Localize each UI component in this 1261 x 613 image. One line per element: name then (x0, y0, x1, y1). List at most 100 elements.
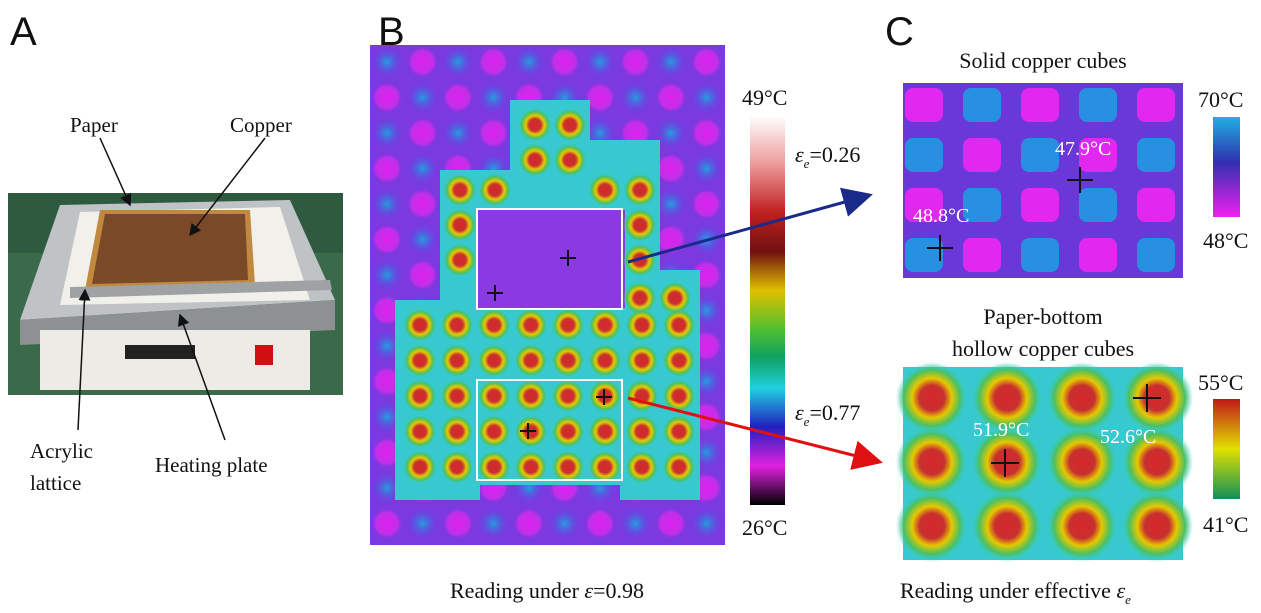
text: Reading under (450, 578, 584, 603)
subtitle: hollow copper cubes (952, 336, 1134, 361)
cell (407, 259, 439, 291)
cell (691, 46, 723, 78)
colorbar (750, 115, 785, 505)
cell (371, 188, 403, 220)
cell (1079, 238, 1117, 272)
reading: εe=0.77 (795, 400, 860, 429)
cell (407, 117, 439, 149)
figure-canvas: 47.9°C48.8°C 51.9°C52.6°C A B C Paper Co… (0, 0, 1261, 613)
cell (407, 82, 439, 114)
cell (478, 46, 510, 78)
hot-spot (477, 344, 511, 378)
subtitle: Solid copper cubes (959, 48, 1126, 73)
hot-spot (478, 173, 512, 207)
hot-spot (625, 308, 659, 342)
symbol: ε (584, 578, 593, 603)
hot-spot (625, 379, 659, 413)
cell (584, 508, 616, 540)
cell (478, 117, 510, 149)
colorbar (1213, 117, 1240, 217)
cell (442, 117, 474, 149)
cell (549, 508, 581, 540)
hot-spot (443, 208, 477, 242)
hot-spot (440, 308, 474, 342)
hot-spot (477, 379, 511, 413)
hot-spot (1121, 490, 1193, 562)
hot-spot (896, 490, 968, 562)
symbol: ε (795, 142, 804, 167)
caption: Reading under effective εe (900, 578, 1131, 607)
cell (1079, 88, 1117, 122)
point-label: 52.6°C (1100, 426, 1156, 448)
reading: εe=0.26 (795, 142, 860, 171)
hot-spot (625, 450, 659, 484)
cell (407, 153, 439, 185)
panel-label: A (10, 10, 37, 54)
cell (691, 82, 723, 114)
hot-spot (551, 379, 585, 413)
hot-spot (662, 415, 696, 449)
hot-spot (662, 450, 696, 484)
cell (513, 508, 545, 540)
hot-spot (514, 308, 548, 342)
hot-spot (588, 415, 622, 449)
hot-spot (477, 308, 511, 342)
hot-spot (1046, 490, 1118, 562)
hot-spot (971, 490, 1043, 562)
hot-spot (403, 308, 437, 342)
hot-spot (588, 173, 622, 207)
hot-spot (588, 308, 622, 342)
annotation: Acrylic (30, 439, 93, 463)
cell (691, 153, 723, 185)
hot-spot (551, 344, 585, 378)
hot-spot (518, 143, 552, 177)
hot-spot (588, 344, 622, 378)
cell (905, 138, 943, 172)
hot-spot (551, 308, 585, 342)
cell (620, 508, 652, 540)
cell (371, 153, 403, 185)
cell (371, 259, 403, 291)
hot-spot (1046, 362, 1118, 434)
hot-spot (514, 344, 548, 378)
cell (963, 88, 1001, 122)
hot-spot (440, 415, 474, 449)
cell (478, 82, 510, 114)
hot-spot (443, 173, 477, 207)
cell (513, 46, 545, 78)
photo (8, 193, 343, 395)
cell (549, 46, 581, 78)
cell (407, 46, 439, 78)
cell (442, 82, 474, 114)
value: =0.98 (593, 578, 644, 603)
point-label: 51.9°C (973, 419, 1029, 441)
cell (1021, 188, 1059, 222)
figure: 47.9°C48.8°C 51.9°C52.6°C A B C Paper Co… (0, 0, 1261, 613)
cell (407, 188, 439, 220)
cell (1137, 188, 1175, 222)
cell (691, 117, 723, 149)
hot-spot (403, 379, 437, 413)
hot-spot (551, 450, 585, 484)
colorbar-max: 55°C (1198, 370, 1243, 395)
cell (655, 82, 687, 114)
cell (963, 138, 1001, 172)
hot-spot (518, 108, 552, 142)
symbol: ε (795, 400, 804, 425)
hot-spot (662, 308, 696, 342)
cell (691, 508, 723, 540)
text: Reading under effective (900, 578, 1116, 603)
hot-spot (443, 243, 477, 277)
colorbar-max: 70°C (1198, 87, 1243, 112)
thermal-image (370, 45, 725, 545)
hot-spot (896, 426, 968, 498)
colorbar-min: 48°C (1203, 228, 1248, 253)
hot-spot (514, 450, 548, 484)
caption: Reading under ε=0.98 (450, 578, 644, 603)
cell (1137, 138, 1175, 172)
colorbar-min: 41°C (1203, 512, 1248, 537)
cell (1137, 238, 1175, 272)
thermal-image: 51.9°C 52.6°C (896, 362, 1193, 562)
hot-spot (440, 344, 474, 378)
panel-label: B (378, 10, 405, 54)
